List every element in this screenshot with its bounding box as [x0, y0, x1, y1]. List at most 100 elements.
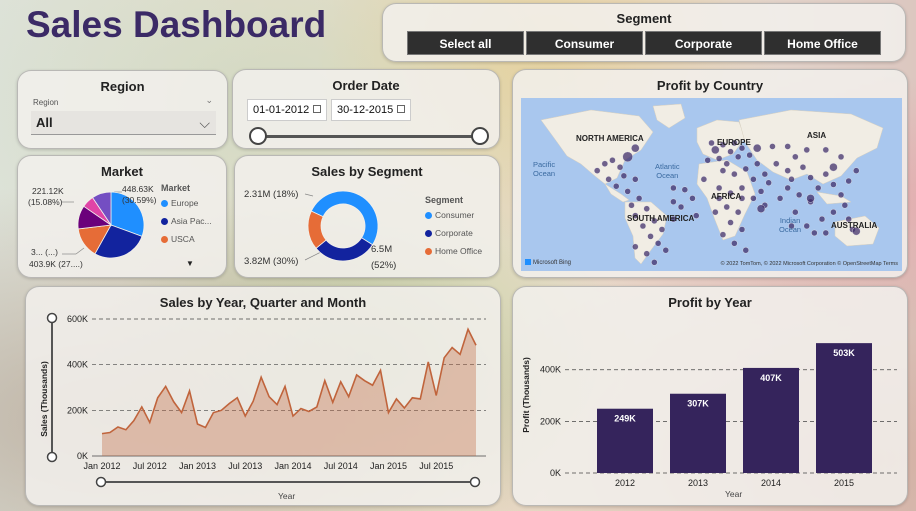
country-bubble[interactable] [795, 191, 803, 199]
sales-data-point[interactable] [275, 402, 279, 406]
sales-data-point[interactable] [386, 410, 390, 414]
country-bubble[interactable] [750, 176, 757, 183]
country-bubble[interactable] [757, 188, 765, 195]
sales-data-point[interactable] [291, 414, 295, 418]
segment-legend-item[interactable]: Home Office [425, 246, 482, 256]
sales-data-point[interactable] [458, 352, 462, 356]
sales-data-point[interactable] [339, 380, 343, 384]
country-bubble[interactable] [845, 177, 852, 185]
country-bubble[interactable] [837, 153, 845, 161]
country-bubble[interactable] [731, 170, 738, 178]
sales-data-point[interactable] [331, 400, 335, 404]
country-bubble[interactable] [643, 205, 650, 212]
sales-data-point[interactable] [315, 405, 319, 409]
sales-data-point[interactable] [402, 406, 406, 410]
sales-data-point[interactable] [346, 394, 350, 398]
country-bubble[interactable] [635, 195, 643, 202]
country-bubble[interactable] [651, 217, 658, 225]
country-bubble[interactable] [704, 157, 711, 164]
world-map[interactable]: NORTH AMERICA EUROPE ASIA AFRICA SOUTH A… [521, 98, 902, 271]
sales-data-point[interactable] [100, 431, 104, 435]
sales-data-point[interactable] [283, 384, 287, 388]
sales-data-point[interactable] [442, 356, 446, 360]
sales-data-point[interactable] [243, 414, 247, 418]
slice-5[interactable] [92, 191, 112, 227]
country-bubble[interactable] [616, 163, 624, 171]
country-bubble[interactable] [628, 202, 635, 209]
country-bubble[interactable] [841, 202, 849, 209]
sales-y-zoom-handle-top[interactable] [46, 312, 58, 324]
country-bubble[interactable] [738, 195, 746, 202]
country-bubble[interactable] [622, 151, 633, 163]
sales-data-point[interactable] [187, 389, 191, 393]
segment-home-office-button[interactable]: Home Office [764, 31, 881, 55]
country-bubble[interactable] [784, 143, 791, 150]
country-bubble[interactable] [654, 240, 662, 247]
country-bubble[interactable] [658, 226, 666, 233]
country-bubble[interactable] [776, 195, 784, 202]
sales-data-point[interactable] [108, 430, 112, 434]
country-bubble[interactable] [632, 176, 639, 183]
sales-data-point[interactable] [235, 396, 239, 400]
country-bubble[interactable] [681, 186, 689, 193]
country-bubble[interactable] [711, 145, 720, 155]
country-bubble[interactable] [818, 215, 826, 223]
country-bubble[interactable] [803, 146, 810, 154]
country-bubble[interactable] [853, 167, 860, 174]
country-bubble[interactable] [761, 170, 769, 178]
country-bubble[interactable] [806, 194, 815, 203]
sales-data-point[interactable] [124, 428, 128, 432]
sales-data-point[interactable] [410, 396, 414, 400]
sales-data-point[interactable] [163, 384, 167, 388]
sales-data-point[interactable] [299, 406, 303, 410]
sales-data-point[interactable] [227, 401, 231, 405]
segment-legend-item[interactable]: Consumer [425, 210, 474, 220]
country-bubble[interactable] [788, 222, 795, 230]
segment-consumer-button[interactable]: Consumer [526, 31, 643, 55]
sales-data-point[interactable] [474, 343, 478, 347]
date-range-end-handle[interactable] [471, 127, 489, 145]
country-bubble[interactable] [784, 184, 791, 192]
country-bubble[interactable] [792, 153, 799, 161]
sales-data-point[interactable] [148, 420, 152, 424]
sales-data-point[interactable] [116, 425, 120, 429]
date-range-start-handle[interactable] [249, 127, 267, 145]
market-legend-item[interactable]: Europe [161, 198, 198, 208]
sales-data-point[interactable] [195, 422, 199, 426]
country-bubble[interactable] [738, 184, 746, 192]
sales-data-point[interactable] [219, 408, 223, 412]
country-bubble[interactable] [593, 167, 601, 174]
country-bubble[interactable] [773, 160, 780, 167]
country-bubble[interactable] [738, 144, 746, 152]
profit-bar-2015[interactable] [816, 343, 872, 473]
country-bubble[interactable] [712, 208, 719, 216]
country-bubble[interactable] [662, 247, 669, 254]
region-dropdown[interactable]: All ⌵ [31, 111, 216, 135]
sales-data-point[interactable] [323, 378, 327, 382]
sales-data-point[interactable] [354, 373, 358, 377]
country-bubble[interactable] [719, 231, 727, 238]
sales-data-point[interactable] [378, 368, 382, 372]
slice-2[interactable] [307, 210, 327, 249]
sales-data-point[interactable] [426, 360, 430, 364]
country-bubble[interactable] [829, 162, 838, 172]
sales-data-point[interactable] [211, 410, 215, 414]
country-bubble[interactable] [822, 170, 829, 178]
sales-data-point[interactable] [434, 393, 438, 397]
country-bubble[interactable] [715, 184, 723, 192]
country-bubble[interactable] [814, 184, 822, 192]
segment-select-all-button[interactable]: Select all [407, 31, 524, 55]
slice-0[interactable] [110, 191, 145, 237]
sales-data-point[interactable] [203, 425, 207, 429]
country-bubble[interactable] [734, 208, 742, 216]
country-bubble[interactable] [830, 208, 837, 216]
sales-data-point[interactable] [362, 378, 366, 382]
sales-data-point[interactable] [394, 397, 398, 401]
date-range-slider-track[interactable] [258, 135, 481, 138]
country-bubble[interactable] [620, 172, 628, 180]
sales-data-point[interactable] [370, 383, 374, 387]
country-bubble[interactable] [647, 233, 654, 240]
country-bubble[interactable] [727, 148, 734, 155]
country-bubble[interactable] [613, 183, 620, 190]
country-bubble[interactable] [700, 176, 708, 183]
